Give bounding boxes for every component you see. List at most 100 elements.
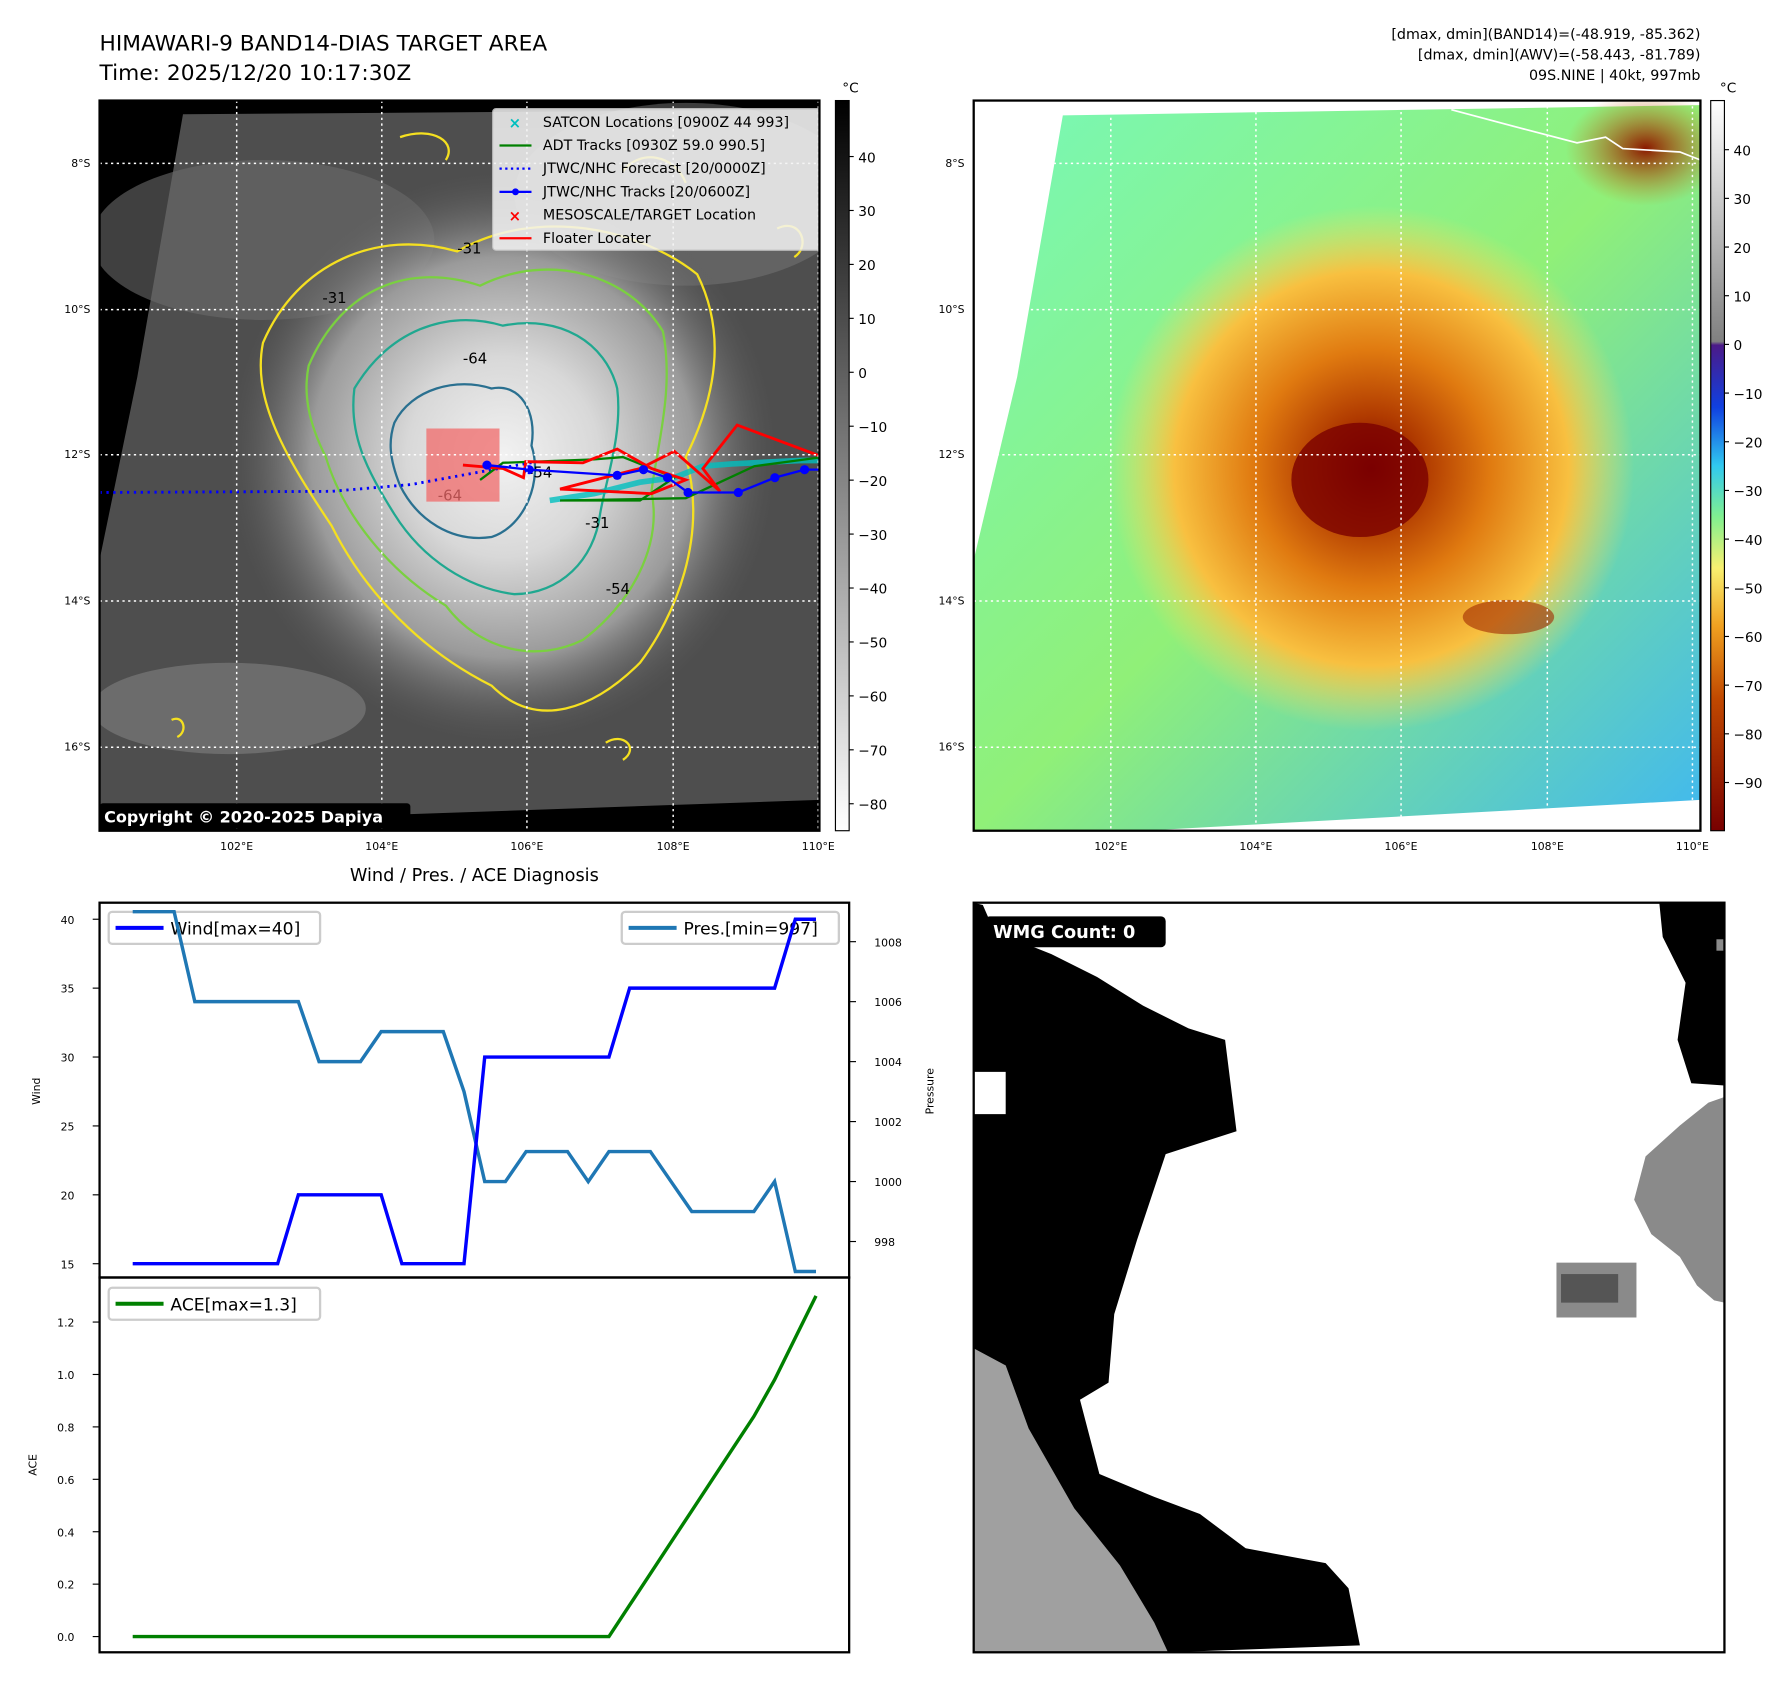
awv-colorbar: °C 40 30 20 10 0 −10 −20 −30 −40 −50 −60 −70 −80 −90 xyxy=(1710,81,1763,832)
ace-line xyxy=(132,1295,818,1639)
contour-41 xyxy=(305,268,668,653)
wmg-panel: WMG Count: 0 xyxy=(972,901,1726,1654)
chart-legend-label: ACE[max=1.3] xyxy=(170,1296,296,1316)
colorbar-tick-label: −30 xyxy=(1734,484,1763,500)
colorbar-tick-label: 0 xyxy=(858,366,867,382)
contour-54 xyxy=(352,318,620,596)
band14-range: [dmax, dmin](BAND14)=(-48.919, -85.362) xyxy=(1391,27,1700,43)
pressure-tick-label: 1000 xyxy=(874,1176,902,1189)
chart-legend: Wind[max=40] xyxy=(107,910,322,945)
wmg-count-label: WMG Count: 0 xyxy=(993,923,1135,943)
colorbar-tick-label: −80 xyxy=(858,797,887,813)
lat-tick-label: 16°S xyxy=(64,741,90,754)
ace-tick-label: 1.2 xyxy=(57,1317,74,1330)
lon-tick-label: 104°E xyxy=(365,840,398,853)
wind-pressure-chart: Wind[max=40] Pres.[min=997] 15 20 25 30 35 40 99… xyxy=(30,901,937,1279)
wmg-gray-region xyxy=(973,1348,1168,1653)
wind-line xyxy=(132,917,817,1266)
awv-map-frame xyxy=(972,99,1702,832)
adt-track xyxy=(479,455,820,502)
svg-text:×: × xyxy=(509,114,521,132)
colorbar-tick-label: 10 xyxy=(858,312,875,328)
pressure-tick-label: 1006 xyxy=(874,996,902,1009)
svg-text:-31: -31 xyxy=(585,514,609,532)
wmg-black-region xyxy=(973,902,1360,1653)
contour-64 xyxy=(389,383,537,540)
colorbar-tick-label: 10 xyxy=(1734,289,1751,305)
pressure-tick-label: 1008 xyxy=(874,936,902,949)
colorbar-tick-label: −70 xyxy=(1734,679,1763,695)
lat-tick-label: 12°S xyxy=(64,448,90,461)
lat-tick-label: 16°S xyxy=(938,741,964,754)
colorbar-tick-label: 20 xyxy=(1734,241,1751,257)
pressure-tick-label: 998 xyxy=(874,1236,895,1249)
lat-tick-label: 14°S xyxy=(938,594,964,607)
svg-text:-54: -54 xyxy=(528,464,552,482)
colorbar-tick-label: 40 xyxy=(858,150,875,166)
pressure-tick-label: 1004 xyxy=(874,1056,902,1069)
contour-31 xyxy=(259,225,716,712)
colorbar-tick-label: −70 xyxy=(858,744,887,760)
lat-tick-label: 12°S xyxy=(938,448,964,461)
lon-tick-label: 102°E xyxy=(1094,840,1127,853)
legend-label: MESOSCALE/TARGET Location xyxy=(543,208,756,224)
colorbar-tick-label: 0 xyxy=(1734,338,1743,354)
wind-tick-label: 30 xyxy=(61,1052,75,1065)
lon-tick-label: 110°E xyxy=(802,840,835,853)
legend-label: Floater Locater xyxy=(543,231,651,247)
ace-tick-label: 1.0 xyxy=(57,1369,74,1382)
colorbar-tick-label: −60 xyxy=(858,690,887,706)
map-legend: × SATCON Locations [0900Z 44 993] ADT Trac… xyxy=(492,107,820,251)
ir-colorbar-unit: °C xyxy=(842,81,858,97)
wind-tick-label: 35 xyxy=(61,983,75,996)
ace-axis-label: ACE xyxy=(27,1454,40,1476)
colorbar-tick-label: −40 xyxy=(1734,533,1763,549)
chart-legend: ACE[max=1.3] xyxy=(107,1286,322,1321)
lon-tick-label: 102°E xyxy=(220,840,253,853)
lon-tick-label: 108°E xyxy=(1531,840,1564,853)
cloud-mass xyxy=(228,171,778,743)
svg-text:-31: -31 xyxy=(457,240,481,258)
chart-legend-label: Wind[max=40] xyxy=(170,920,300,940)
colorbar-tick-label: −50 xyxy=(858,636,887,652)
pressure-tick-label: 1002 xyxy=(874,1116,902,1129)
ace-chart: ACE[max=1.3] 0.0 0.2 0.4 0.6 0.8 1.0 1.2 ACE xyxy=(27,1276,851,1654)
ir-map-frame xyxy=(98,99,821,832)
copyright: Copyright © 2020-2025 Dapiya xyxy=(104,808,383,827)
colorbar-tick-label: −30 xyxy=(858,528,887,544)
ace-tick-label: 0.2 xyxy=(57,1579,74,1592)
ir-satellite-map: -31 -31 -64 -54 -64 -31 -54 × SATCON Loca… xyxy=(99,100,820,831)
chart-title: Wind / Pres. / ACE Diagnosis xyxy=(350,866,599,886)
lon-tick-label: 110°E xyxy=(1676,840,1709,853)
chart-legend-label: Pres.[min=997] xyxy=(683,920,817,940)
legend-entry: × MESOSCALE/TARGET Location xyxy=(509,207,756,225)
awv-colorbar-unit: °C xyxy=(1720,81,1736,97)
colorbar-tick-label: −80 xyxy=(1734,728,1763,744)
colorbar-tick-label: 40 xyxy=(1734,143,1751,159)
wind-tick-label: 40 xyxy=(61,914,75,927)
colorbar-tick-label: 30 xyxy=(1734,192,1751,208)
colorbar-tick-label: −40 xyxy=(858,582,887,598)
lat-tick-label: 8°S xyxy=(71,157,90,170)
colorbar-tick-label: −60 xyxy=(1734,630,1763,646)
pressure-axis-label: Pressure xyxy=(924,1068,937,1115)
svg-text:-54: -54 xyxy=(606,580,630,598)
map-gridlines xyxy=(973,100,1701,831)
figure-title: HIMAWARI-9 BAND14-DIAS TARGET AREA xyxy=(100,31,548,56)
svg-text:-64: -64 xyxy=(463,349,487,367)
legend-label: SATCON Locations [0900Z 44 993] xyxy=(543,115,789,131)
colorbar-tick-label: 30 xyxy=(858,204,875,220)
ace-tick-label: 0.6 xyxy=(57,1474,74,1487)
colorbar-tick-label: −20 xyxy=(858,474,887,490)
wind-axis-label: Wind xyxy=(30,1078,43,1105)
lat-tick-label: 10°S xyxy=(938,303,964,316)
lon-tick-label: 106°E xyxy=(1385,840,1418,853)
svg-text:-31: -31 xyxy=(322,289,346,307)
ace-tick-label: 0.0 xyxy=(57,1631,74,1644)
wind-tick-label: 15 xyxy=(61,1258,75,1271)
chart-legend: Pres.[min=997] xyxy=(620,910,841,945)
lon-tick-label: 106°E xyxy=(510,840,543,853)
colorbar-tick-label: 20 xyxy=(858,258,875,274)
legend-entry: × SATCON Locations [0900Z 44 993] xyxy=(509,114,789,132)
